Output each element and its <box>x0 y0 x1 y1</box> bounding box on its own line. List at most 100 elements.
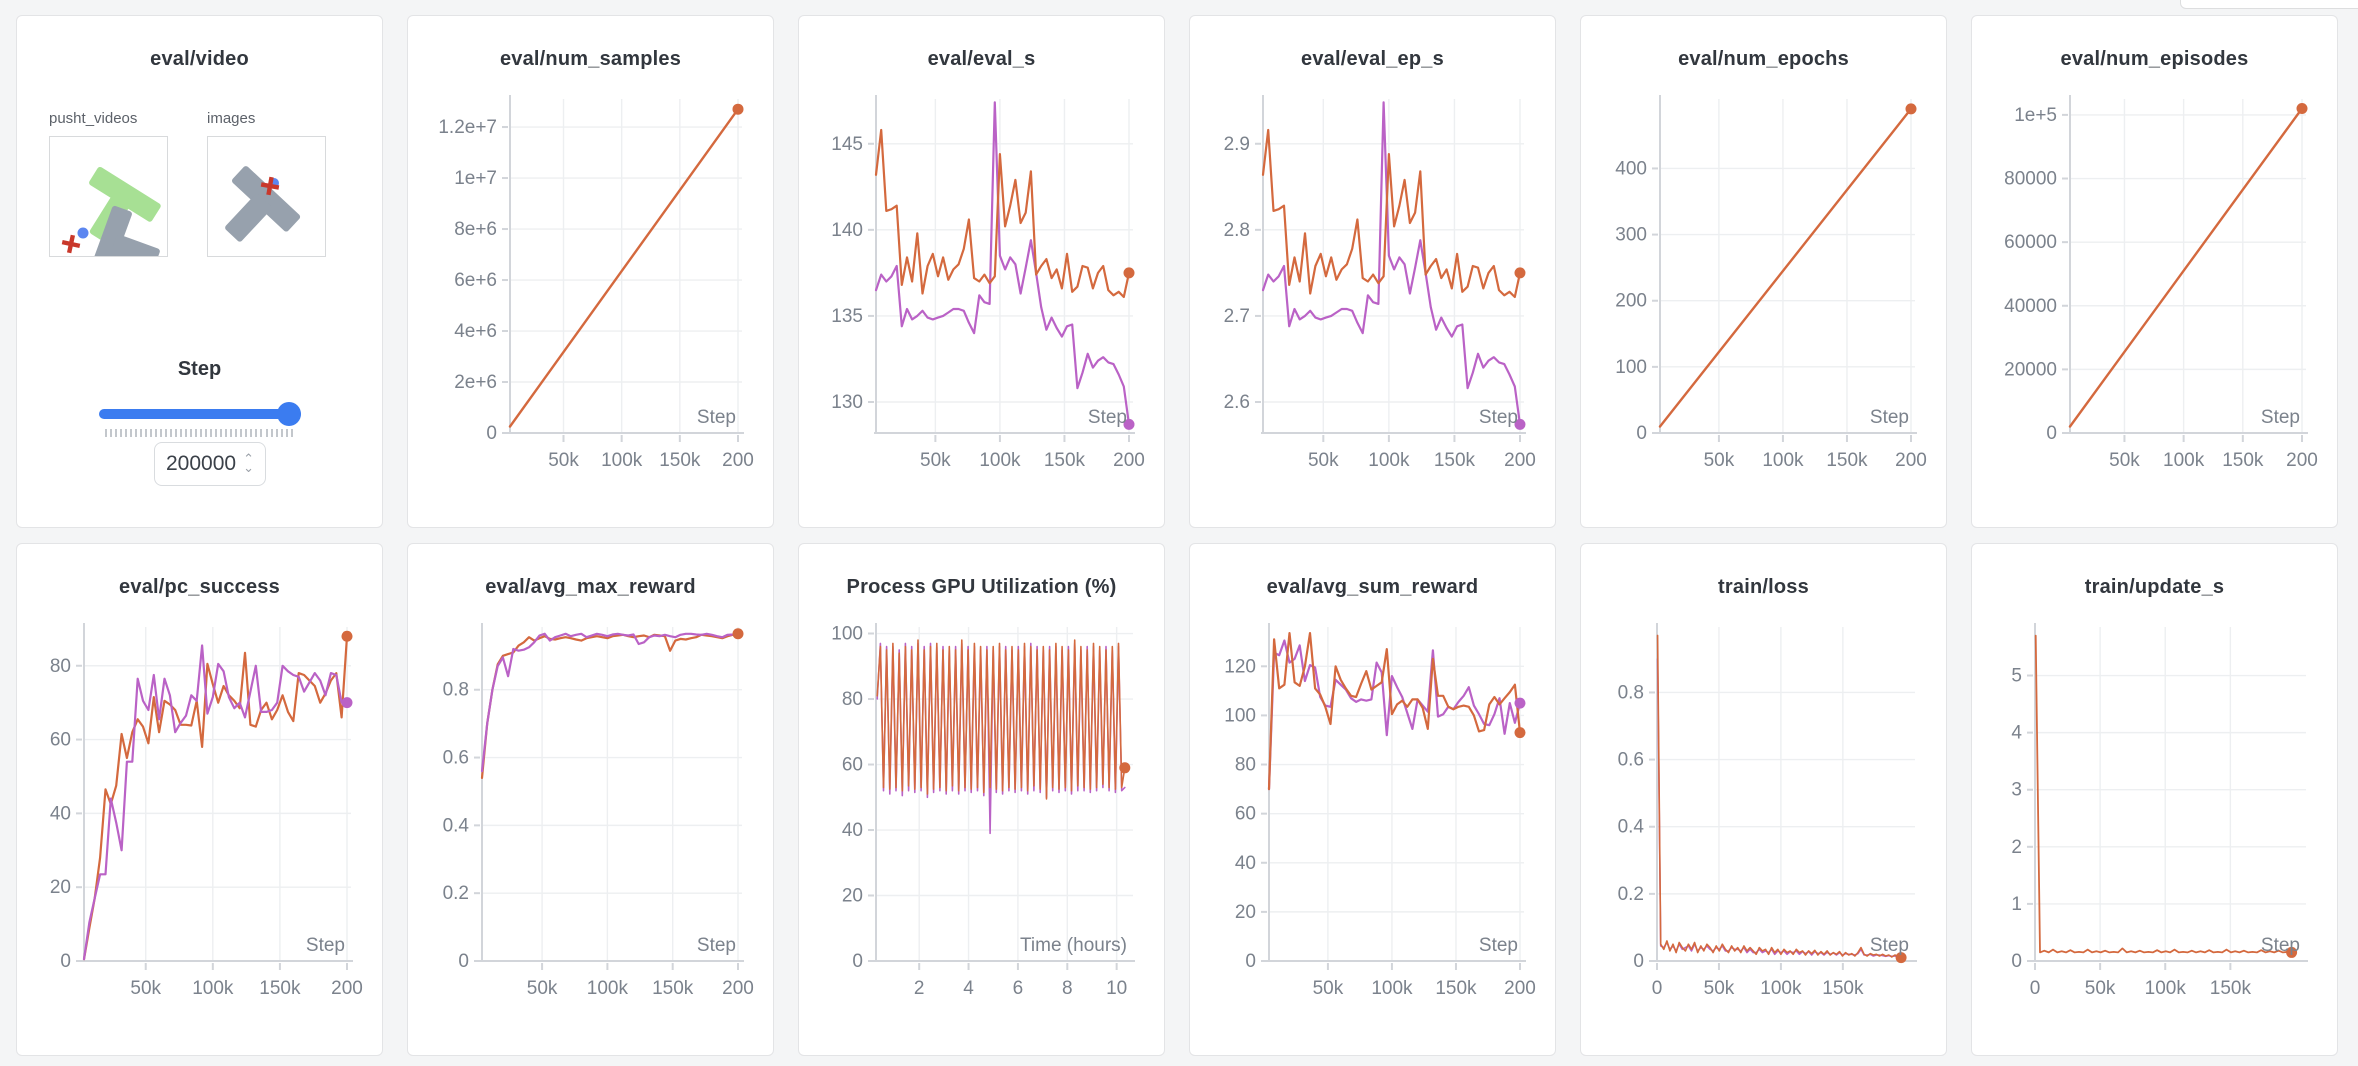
svg-text:100: 100 <box>1224 705 1256 726</box>
x-axis-label: Step <box>1479 407 1518 428</box>
svg-text:200: 200 <box>1504 450 1536 471</box>
svg-text:150k: 150k <box>2222 450 2264 471</box>
svg-text:0: 0 <box>1245 951 1256 972</box>
step-input[interactable]: 200000 ⌃ ⌄ <box>154 442 266 486</box>
stepper-arrows[interactable]: ⌃ ⌄ <box>243 451 254 475</box>
svg-text:4: 4 <box>963 978 974 999</box>
chart-eval-avg-sum-reward[interactable]: 0 20 40 60 80 100 120 50k 100k 150k 200 Step <box>1190 603 1555 1033</box>
svg-text:0: 0 <box>1636 423 1647 444</box>
chart-title: eval/avg_max_reward <box>485 576 696 598</box>
x-axis-label: Step <box>2261 935 2300 956</box>
svg-text:145: 145 <box>831 134 863 155</box>
svg-text:40: 40 <box>50 803 71 824</box>
svg-text:200: 200 <box>1504 978 1536 999</box>
x-axis-label: Step <box>1870 407 1909 428</box>
svg-text:20000: 20000 <box>2004 359 2057 380</box>
svg-text:60000: 60000 <box>2004 232 2057 253</box>
step-slider[interactable] <box>99 402 301 437</box>
chart-eval-pc-success[interactable]: 0 20 40 60 80 50k 100k 150k 200 Step <box>17 603 382 1033</box>
chart-eval-avg-max-reward[interactable]: 0 0.2 0.4 0.6 0.8 50k 100k 150k 200 Step <box>408 603 773 1033</box>
svg-text:150k: 150k <box>652 978 694 999</box>
slider-tick-marks <box>105 429 293 437</box>
svg-text:130: 130 <box>831 392 863 413</box>
svg-text:50k: 50k <box>2085 978 2116 999</box>
svg-text:0: 0 <box>1652 978 1663 999</box>
svg-text:100k: 100k <box>1368 450 1410 471</box>
svg-text:0.2: 0.2 <box>1618 884 1644 905</box>
chart-title: eval/num_epochs <box>1678 48 1849 70</box>
chart-eval-eval-ep-s[interactable]: 2.6 2.7 2.8 2.9 50k 100k 150k 200 Step <box>1190 75 1555 505</box>
svg-text:1e+5: 1e+5 <box>2014 105 2057 126</box>
chart-title: Process GPU Utilization (%) <box>846 576 1117 598</box>
svg-text:40000: 40000 <box>2004 296 2057 317</box>
svg-text:0.4: 0.4 <box>1618 817 1645 838</box>
panel-eval-num-epochs: eval/num_epochs 0 100 200 300 400 50k 100k 150k… <box>1580 15 1947 528</box>
chart-train-loss[interactable]: 0 0.2 0.4 0.6 0.8 0 50k 100k 150k Step <box>1581 603 1946 1033</box>
svg-text:8: 8 <box>1062 978 1073 999</box>
chart-eval-eval-s[interactable]: 130 135 140 145 50k 100k 150k 200 Step <box>799 75 1164 505</box>
svg-text:50k: 50k <box>130 978 161 999</box>
svg-text:2.8: 2.8 <box>1224 220 1250 241</box>
slider-handle[interactable] <box>277 402 301 426</box>
svg-text:0.8: 0.8 <box>1618 682 1644 703</box>
svg-text:150k: 150k <box>659 450 701 471</box>
svg-text:0.2: 0.2 <box>443 883 469 904</box>
svg-text:0: 0 <box>486 423 497 444</box>
panel-eval-num-episodes: eval/num_episodes 0 20000 40000 60000 80000 1… <box>1971 15 2338 528</box>
svg-text:300: 300 <box>1615 225 1647 246</box>
svg-text:150k: 150k <box>2210 978 2252 999</box>
svg-text:100k: 100k <box>192 978 234 999</box>
svg-text:50k: 50k <box>1313 978 1344 999</box>
step-value: 200000 <box>166 452 237 475</box>
svg-text:150k: 150k <box>1434 450 1476 471</box>
panel-eval-pc-success: eval/pc_success 0 20 40 60 80 50k 100k 150k 200 S… <box>16 543 383 1056</box>
svg-text:50k: 50k <box>1308 450 1339 471</box>
images-thumbnail[interactable] <box>207 136 326 257</box>
svg-text:60: 60 <box>1235 804 1256 825</box>
svg-text:120: 120 <box>1224 656 1256 677</box>
chart-eval-num-epochs[interactable]: 0 100 200 300 400 50k 100k 150k 200 Step <box>1581 75 1946 505</box>
pusht-videos-thumbnail[interactable] <box>49 136 168 257</box>
slider-track[interactable] <box>99 409 301 419</box>
svg-text:0: 0 <box>2046 423 2057 444</box>
x-axis-label: Step <box>1479 935 1518 956</box>
chart-process-gpu-utilization[interactable]: 0 20 40 60 80 100 2 4 6 8 10 Time (hours) <box>799 603 1164 1033</box>
chart-title: train/loss <box>1718 576 1809 598</box>
svg-text:0: 0 <box>60 951 71 972</box>
panel-eval-avg-max-reward: eval/avg_max_reward 0 0.2 0.4 0.6 0.8 50k 100k… <box>407 543 774 1056</box>
chart-eval-num-episodes[interactable]: 0 20000 40000 60000 80000 1e+5 50k 100k 150k 200 S… <box>1972 75 2337 505</box>
svg-text:80: 80 <box>50 656 71 677</box>
svg-text:4: 4 <box>2011 723 2022 744</box>
svg-text:100: 100 <box>1615 357 1647 378</box>
x-axis-label: Step <box>1088 407 1127 428</box>
svg-text:0: 0 <box>2011 951 2022 972</box>
target-cross-icon <box>61 234 81 254</box>
svg-text:20: 20 <box>1235 902 1256 923</box>
x-axis-label: Step <box>306 935 345 956</box>
stepper-up-icon: ⌃ <box>243 451 254 466</box>
svg-text:0.6: 0.6 <box>443 748 469 769</box>
svg-text:2.6: 2.6 <box>1224 392 1250 413</box>
chart-title: eval/pc_success <box>119 576 280 598</box>
chart-title: train/update_s <box>2084 576 2225 598</box>
svg-text:50k: 50k <box>920 450 951 471</box>
panel-process-gpu-utilization: Process GPU Utilization (%) 0 20 40 60 80 100… <box>798 543 1165 1056</box>
svg-text:80: 80 <box>1235 755 1256 776</box>
svg-text:0.4: 0.4 <box>443 815 470 836</box>
media-label: images <box>207 110 256 127</box>
svg-text:40: 40 <box>1235 853 1256 874</box>
chart-train-update-s[interactable]: 0 1 2 3 4 5 0 50k 100k 150k Step <box>1972 603 2337 1033</box>
stepper-down-icon: ⌄ <box>243 460 254 475</box>
svg-text:50k: 50k <box>1704 450 1735 471</box>
svg-text:50k: 50k <box>2109 450 2140 471</box>
svg-text:100k: 100k <box>1371 978 1413 999</box>
chart-eval-num-samples[interactable]: 0 2e+6 4e+6 6e+6 8e+6 1e+7 1.2e+7 50k 100k 150k 20… <box>408 75 773 505</box>
x-axis-label: Step <box>697 407 736 428</box>
svg-text:150k: 150k <box>1822 978 1864 999</box>
clipped-panel-fragment <box>2180 0 2358 9</box>
svg-text:200: 200 <box>722 978 754 999</box>
target-cross-icon <box>260 176 280 196</box>
svg-text:6: 6 <box>1013 978 1024 999</box>
svg-text:20: 20 <box>50 877 71 898</box>
svg-text:150k: 150k <box>1044 450 1086 471</box>
